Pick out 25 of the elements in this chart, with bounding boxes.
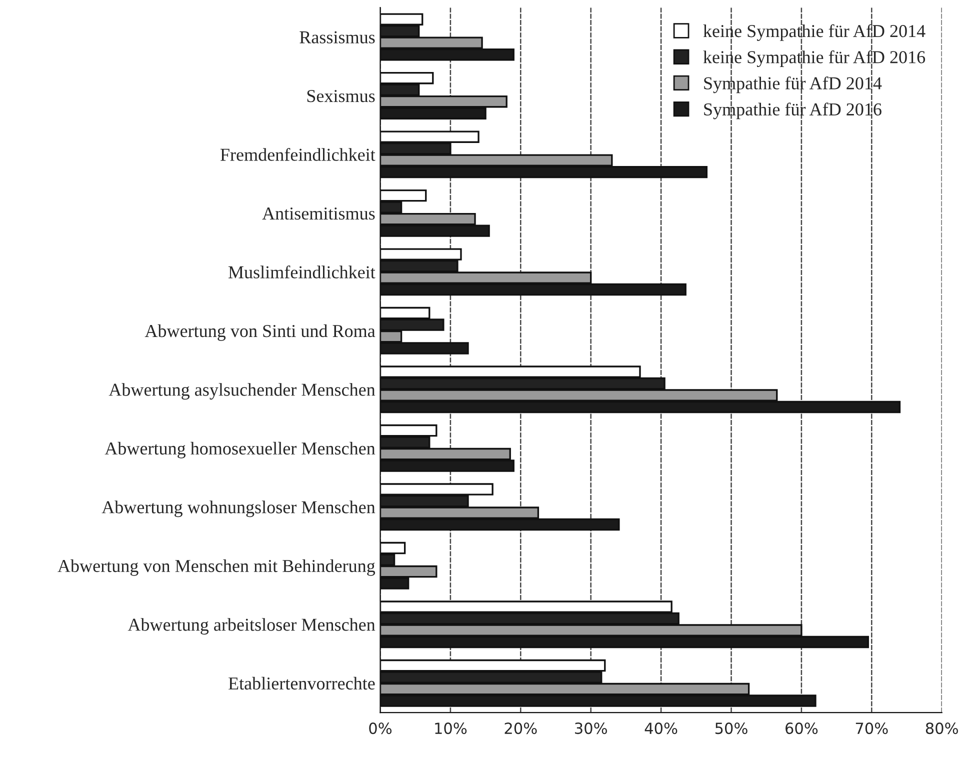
legend-label: Sympathie für AfD 2016 — [704, 102, 882, 120]
y-tick-label: Abwertung von Menschen mit Behinderung — [58, 559, 376, 576]
x-tick-label: 0% — [369, 722, 392, 734]
x-tick-label: 20% — [504, 722, 537, 734]
y-tick-label: Abwertung wohnungsloser Menschen — [102, 500, 376, 518]
x-tick-label: 40% — [644, 722, 678, 734]
legend-label: keine Sympathie für AfD 2014 — [703, 24, 926, 41]
legend-label: keine Sympathie für AfD 2016 — [703, 50, 926, 68]
legend-label: Sympathie für AfD 2014 — [704, 76, 882, 94]
x-tick-label: 50% — [715, 722, 748, 734]
y-tick-label: Etabliertenvorrechte — [228, 676, 375, 690]
y-tick-label: Abwertung arbeitsloser Menschen — [128, 618, 376, 635]
y-tick-label: Abwertung asylsuchender Menschen — [108, 383, 376, 400]
x-tick-label: 80% — [926, 722, 958, 734]
x-tick-label: 30% — [575, 722, 607, 734]
y-tick-label: Sexismus — [307, 90, 375, 102]
y-tick-label: Muslimfeindlichkeit — [228, 265, 376, 278]
x-tick-label: 70% — [856, 722, 888, 734]
y-tick-label: Abwertung von Sinti und Roma — [144, 324, 376, 341]
y-tick-label: Rassismus — [300, 31, 375, 44]
x-tick-label: 60% — [786, 722, 818, 734]
y-tick-label: Fremdenfeindlichkeit — [220, 148, 376, 161]
y-tick-label: Antisemitismus — [262, 207, 375, 220]
x-tick-label: 10% — [435, 722, 467, 734]
y-tick-label: Abwertung homosexueller Menschen — [104, 442, 376, 458]
